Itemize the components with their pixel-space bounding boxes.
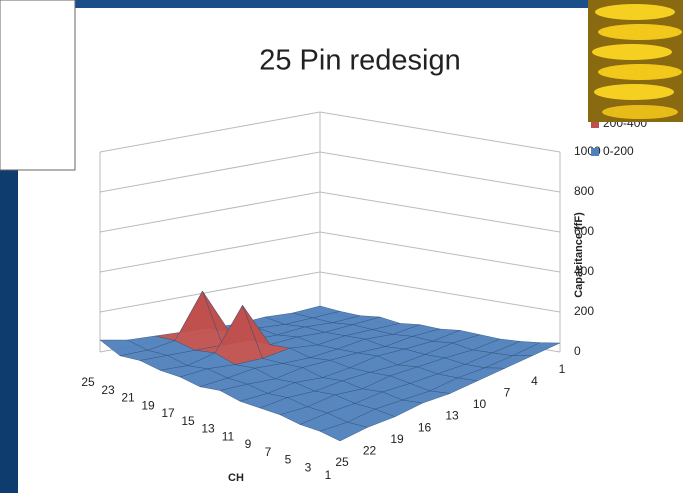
photo-coil (595, 4, 675, 20)
depth-tick-label: 22 (363, 444, 377, 458)
x-tick-label: 7 (265, 445, 272, 459)
legend-swatch (591, 148, 599, 156)
grid-line (99, 231, 561, 273)
legend-swatch (591, 120, 599, 128)
depth-tick-label: 1 (559, 362, 566, 376)
surface-patch (319, 421, 369, 442)
z-tick-label: 400 (574, 264, 594, 278)
photo-coil (598, 64, 682, 80)
z-tick-label: 200 (574, 304, 594, 318)
photo-bg (588, 0, 683, 122)
text-box (0, 0, 76, 171)
x-tick-label: 3 (305, 460, 312, 474)
legend-label: 0-200 (603, 144, 634, 158)
grid-line (99, 111, 561, 153)
z-tick-label: 800 (574, 184, 594, 198)
photo-coil (602, 105, 678, 119)
surface (99, 290, 561, 442)
x-tick-label: 17 (161, 406, 175, 420)
x-tick-label: 21 (121, 391, 135, 405)
x-tick-label: 11 (222, 429, 235, 443)
grid-line (99, 191, 561, 233)
labels: 0200400600800100025232119171513119753114… (81, 144, 601, 482)
chart-title: 25 Pin redesign (259, 45, 461, 77)
left-strip (0, 170, 18, 493)
depth-tick-label: 4 (531, 374, 538, 388)
x-tick-label: 1 (325, 468, 332, 482)
photo-coil (592, 44, 672, 60)
photo (588, 0, 683, 122)
x-tick-label: 13 (201, 422, 215, 436)
z-axis-title: Capacitance (fF) (573, 212, 585, 298)
x-tick-label: 5 (285, 453, 292, 467)
x-axis-title: CH (228, 472, 244, 484)
photo-coil (594, 84, 674, 100)
depth-tick-label: 13 (445, 409, 459, 423)
grid-line (99, 151, 561, 193)
top-bar (75, 0, 683, 8)
x-tick-label: 25 (81, 375, 95, 389)
depth-tick-label: 16 (418, 420, 432, 434)
depth-tick-label: 10 (473, 397, 487, 411)
x-tick-label: 23 (101, 383, 115, 397)
depth-tick-label: 19 (390, 432, 404, 446)
depth-tick-label: 7 (504, 385, 511, 399)
depth-tick-label: 25 (335, 455, 349, 469)
grid-line (99, 271, 561, 313)
z-tick-label: 0 (574, 344, 581, 358)
photo-coil (598, 24, 682, 40)
z-tick-label: 600 (574, 224, 594, 238)
x-tick-label: 15 (181, 414, 195, 428)
x-tick-label: 9 (245, 437, 252, 451)
x-tick-label: 19 (141, 398, 155, 412)
